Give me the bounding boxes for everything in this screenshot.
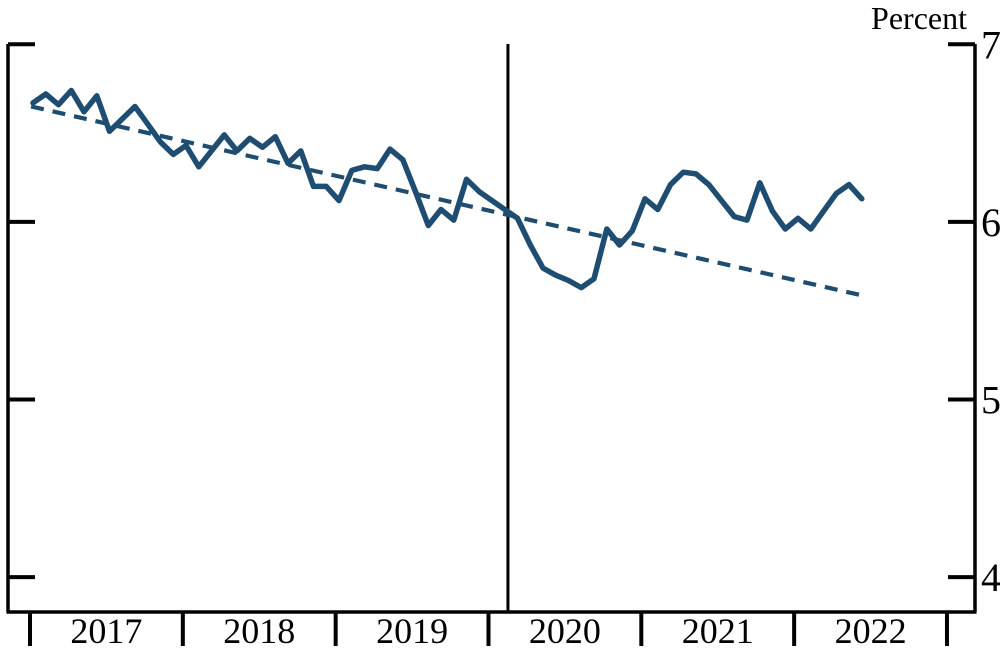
y-tick-label: 6 [981,200,1000,245]
y-tick-label: 7 [981,22,1000,67]
x-tick-label: 2018 [223,611,295,649]
y-axis-title: Percent [871,0,967,36]
x-tick-label: 2017 [70,611,142,649]
y-tick-label: 5 [981,378,1000,423]
data-series-solid [30,87,865,291]
trend-line-dashed [30,104,868,299]
x-tick-label: 2021 [682,611,754,649]
x-tick-label: 2020 [529,611,601,649]
y-tick-label: 4 [981,555,1000,600]
x-tick-label: 2022 [835,611,907,649]
x-tick-label: 2019 [376,611,448,649]
